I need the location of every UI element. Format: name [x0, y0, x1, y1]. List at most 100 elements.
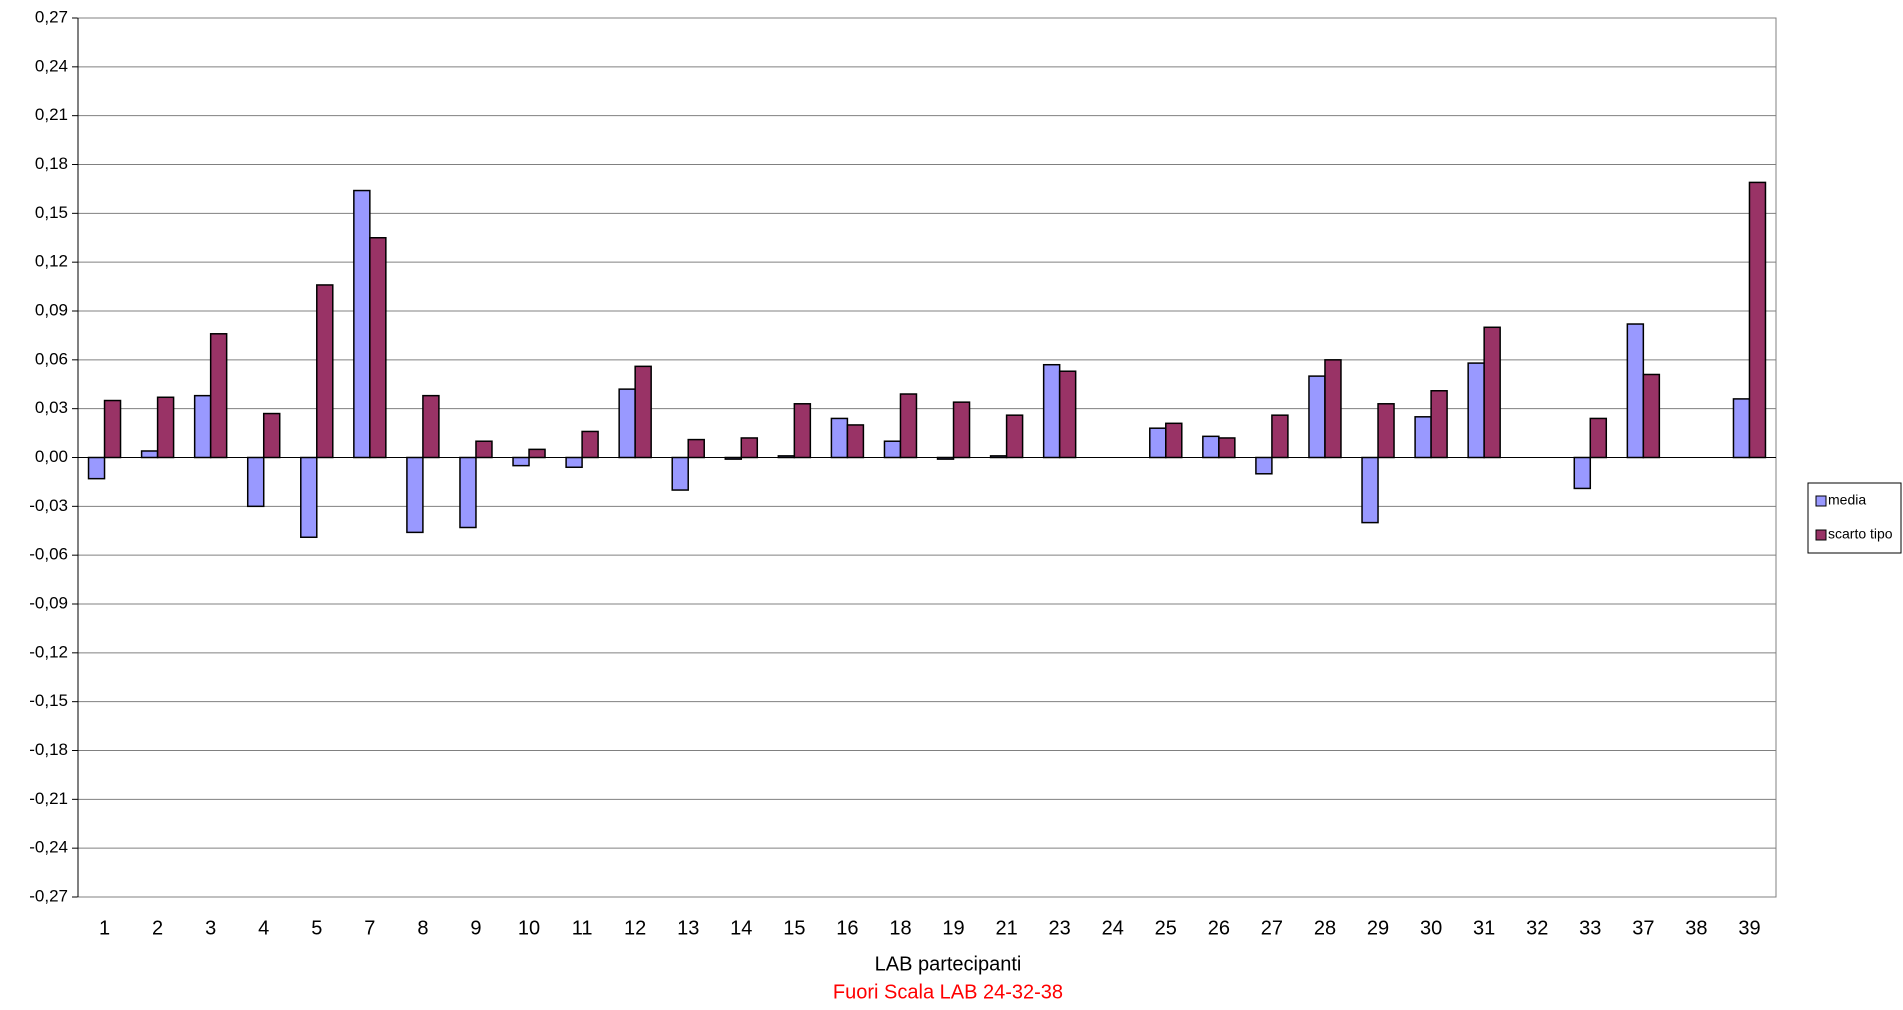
bar [406, 456, 424, 534]
bar [1165, 422, 1183, 459]
x-tick-label: 9 [470, 917, 481, 939]
x-tick-label: 33 [1579, 917, 1601, 939]
bar [1361, 456, 1379, 524]
bar [936, 456, 955, 460]
bar [512, 456, 530, 467]
x-tick-label: 8 [417, 917, 428, 939]
x-axis-label: LAB partecipanti [875, 953, 1022, 975]
bar [952, 401, 971, 459]
bar [1626, 323, 1645, 459]
x-tick-label: 27 [1261, 917, 1283, 939]
bar [618, 388, 636, 459]
x-tick-label: 14 [730, 917, 752, 939]
bar [830, 417, 849, 459]
bar [209, 333, 228, 459]
bar [459, 456, 477, 529]
bar [369, 237, 387, 459]
legend-label: scarto tipo [1828, 526, 1893, 542]
bar [1467, 362, 1485, 459]
y-tick-label: -0,21 [29, 789, 68, 808]
bar [316, 284, 334, 459]
legend-swatch [1815, 495, 1827, 507]
bar [1255, 456, 1273, 475]
bar [671, 456, 689, 491]
bar [581, 430, 599, 459]
y-tick-label: 0,00 [35, 447, 68, 466]
bar [103, 399, 122, 459]
annotation: Fuori Scala LAB 24-32-38 [833, 981, 1063, 1003]
bar [1483, 326, 1501, 459]
x-tick-label: 23 [1049, 917, 1071, 939]
x-tick-label: 19 [942, 917, 964, 939]
y-tick-label: 0,03 [35, 398, 68, 417]
x-tick-label: 12 [624, 917, 646, 939]
bar [1308, 375, 1326, 459]
bar [1414, 416, 1432, 459]
bar [1642, 373, 1661, 459]
bar [634, 365, 652, 459]
y-tick-label: 0,06 [35, 349, 68, 368]
y-tick-label: -0,15 [29, 691, 68, 710]
x-tick-label: 31 [1473, 917, 1495, 939]
x-tick-label: 5 [311, 917, 322, 939]
x-tick-label: 15 [783, 917, 805, 939]
x-tick-label: 29 [1367, 917, 1389, 939]
x-tick-label: 37 [1632, 917, 1654, 939]
bar [1748, 181, 1767, 459]
y-tick-label: 0,12 [35, 252, 68, 271]
bar [422, 394, 440, 459]
x-tick-label: 11 [572, 917, 593, 939]
bar [1271, 414, 1289, 459]
y-tick-label: -0,03 [29, 496, 68, 515]
y-tick-label: 0,18 [35, 154, 68, 173]
x-tick-label: 25 [1155, 917, 1177, 939]
bar [1149, 427, 1167, 459]
x-tick-label: 7 [364, 917, 375, 939]
bar [262, 412, 281, 459]
bar [1058, 370, 1077, 459]
bar [193, 394, 212, 459]
bar [740, 437, 759, 459]
y-tick-label: -0,18 [29, 740, 68, 759]
bar [883, 440, 902, 459]
bar [475, 440, 493, 459]
bar [989, 455, 1008, 459]
x-tick-label: 21 [995, 917, 1017, 939]
bar [1732, 398, 1751, 459]
x-tick-label: 18 [889, 917, 911, 939]
x-tick-label: 26 [1208, 917, 1230, 939]
x-tick-label: 4 [258, 917, 269, 939]
x-tick-label: 32 [1526, 917, 1548, 939]
y-tick-label: -0,09 [29, 593, 68, 612]
y-tick-label: 0,27 [35, 7, 68, 26]
bar [1202, 435, 1220, 459]
x-tick-label: 24 [1102, 917, 1124, 939]
bar [1218, 437, 1236, 459]
bar [87, 456, 106, 480]
x-tick-label: 39 [1738, 917, 1760, 939]
y-tick-label: 0,09 [35, 300, 68, 319]
x-tick-label: 2 [152, 917, 163, 939]
bar [300, 456, 318, 539]
y-tick-label: 0,24 [35, 56, 68, 75]
bar [353, 189, 371, 459]
y-tick-label: -0,24 [29, 838, 68, 857]
y-tick-label: -0,27 [29, 886, 68, 905]
legend-label: media [1828, 492, 1866, 508]
y-tick-label: 0,15 [35, 203, 68, 222]
x-tick-label: 10 [518, 917, 540, 939]
bar [1589, 417, 1608, 459]
x-tick-label: 3 [205, 917, 216, 939]
bar [246, 456, 265, 508]
legend-swatch [1815, 529, 1827, 541]
x-tick-label: 13 [677, 917, 699, 939]
bar [528, 448, 546, 459]
bar [156, 396, 175, 459]
x-tick-label: 1 [99, 917, 110, 939]
bar [777, 455, 796, 459]
bar [1005, 414, 1024, 459]
x-tick-label: 30 [1420, 917, 1442, 939]
bar [899, 393, 918, 459]
x-tick-label: 28 [1314, 917, 1336, 939]
